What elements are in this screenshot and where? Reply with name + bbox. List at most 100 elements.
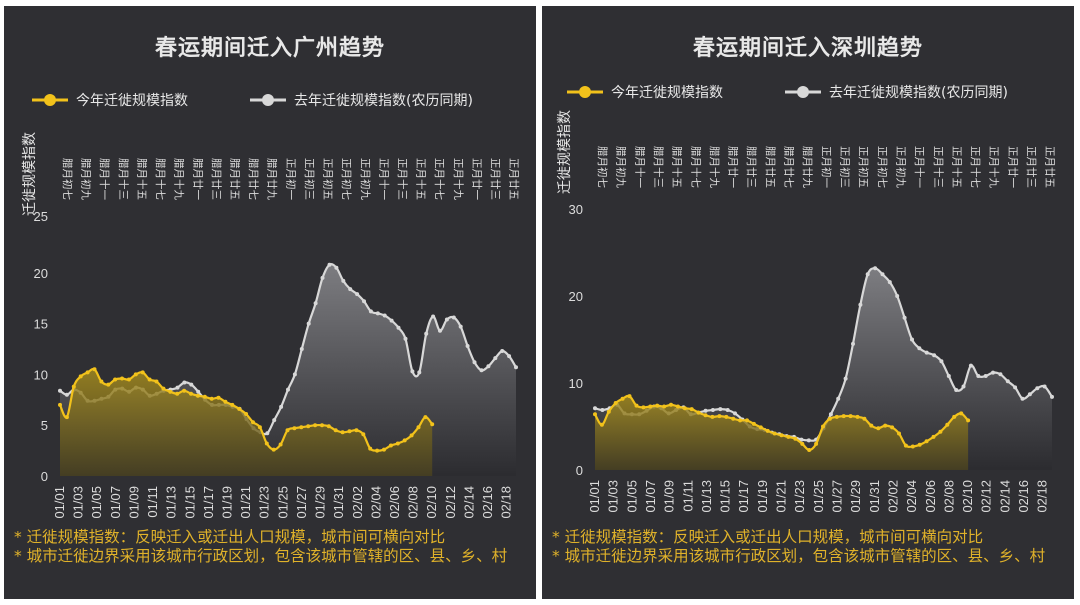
last-year-point bbox=[500, 349, 505, 353]
x-tick-label: 02/16 bbox=[480, 486, 495, 519]
last-year-point bbox=[64, 392, 69, 397]
last-year-point bbox=[843, 376, 848, 381]
last-year-point bbox=[417, 370, 422, 375]
lunar-date-label: 正月十九 bbox=[988, 146, 1001, 188]
this-year-point bbox=[92, 367, 97, 372]
x-tick-label: 02/02 bbox=[350, 486, 365, 519]
x-tick-label: 02/04 bbox=[368, 486, 383, 519]
y-tick-label: 30 bbox=[569, 202, 583, 217]
lunar-date-label: 腊月初七 bbox=[596, 146, 609, 188]
last-year-point bbox=[976, 374, 981, 378]
lunar-date-label: 正月初一 bbox=[820, 146, 833, 188]
this-year-point bbox=[326, 424, 331, 429]
x-tick-label: 01/03 bbox=[606, 480, 621, 513]
this-year-point bbox=[78, 374, 83, 379]
x-tick-label: 02/14 bbox=[462, 486, 477, 519]
this-year-point bbox=[113, 377, 118, 382]
lunar-date-label: 正月廿五 bbox=[508, 158, 520, 200]
this-year-point bbox=[133, 372, 138, 377]
this-year-point bbox=[382, 447, 386, 452]
this-year-point bbox=[738, 418, 743, 423]
legend-this-year-marker bbox=[44, 94, 56, 106]
x-tick-label: 01/17 bbox=[736, 480, 751, 513]
last-year-point bbox=[279, 404, 284, 409]
last-year-point bbox=[424, 331, 429, 336]
lunar-date-label: 正月初三 bbox=[303, 158, 316, 200]
this-year-point bbox=[869, 423, 874, 428]
this-year-point bbox=[361, 432, 366, 437]
last-year-point bbox=[1013, 385, 1018, 390]
last-year-point bbox=[836, 396, 841, 401]
y-tick-label: 20 bbox=[569, 289, 583, 304]
last-year-point bbox=[438, 328, 442, 333]
last-year-point bbox=[334, 265, 339, 270]
this-year-point bbox=[634, 403, 639, 408]
x-tick-label: 01/11 bbox=[145, 486, 160, 518]
last-year-point bbox=[410, 369, 415, 374]
lunar-date-label: 腊月初七 bbox=[61, 158, 74, 200]
this-year-point bbox=[58, 402, 62, 407]
x-tick-label: 02/08 bbox=[406, 486, 421, 519]
this-year-point bbox=[71, 384, 76, 389]
this-year-point bbox=[689, 407, 694, 412]
this-year-point bbox=[85, 370, 90, 375]
footnote-line-2: * 城市迁徙边界采用该城市行政区划，包含该城市管辖的区、县、乡、村 bbox=[552, 547, 1046, 565]
last-year-point bbox=[182, 380, 187, 385]
lunar-date-label: 腊月廿九 bbox=[801, 146, 813, 188]
x-tick-label: 01/05 bbox=[624, 480, 639, 513]
x-tick-label: 02/06 bbox=[387, 486, 402, 519]
x-tick-label: 01/19 bbox=[755, 480, 770, 513]
x-tick-label: 01/31 bbox=[331, 486, 346, 519]
last-year-point bbox=[917, 346, 922, 351]
last-year-point bbox=[895, 294, 900, 298]
last-year-point bbox=[292, 372, 297, 377]
this-year-point bbox=[209, 396, 214, 401]
y-tick-label: 0 bbox=[576, 463, 583, 478]
last-year-point bbox=[946, 374, 951, 378]
x-tick-label: 02/04 bbox=[904, 480, 919, 513]
this-year-point bbox=[821, 424, 825, 429]
lunar-date-label: 正月十三 bbox=[932, 146, 945, 188]
lunar-date-label: 正月初七 bbox=[340, 158, 353, 200]
last-year-point bbox=[858, 302, 863, 307]
last-year-point bbox=[355, 292, 360, 297]
last-year-point bbox=[733, 411, 737, 416]
this-year-point bbox=[917, 442, 922, 447]
last-year-point bbox=[887, 280, 892, 285]
this-year-point bbox=[910, 444, 915, 449]
this-year-point bbox=[278, 442, 283, 447]
legend-this-year-label: 今年迁徙规模指数 bbox=[611, 85, 723, 101]
legend-this-year-label: 今年迁徙规模指数 bbox=[76, 93, 188, 109]
last-year-point bbox=[451, 315, 456, 320]
this-year-point bbox=[675, 404, 680, 409]
this-year-point bbox=[779, 433, 784, 438]
last-year-point bbox=[851, 341, 855, 346]
this-year-point bbox=[959, 411, 964, 416]
this-year-point bbox=[168, 389, 173, 394]
this-year-point bbox=[423, 415, 428, 420]
this-year-point bbox=[285, 428, 290, 433]
lunar-date-label: 正月十五 bbox=[950, 146, 963, 188]
lunar-date-label: 正月十一 bbox=[377, 158, 390, 200]
last-year-point bbox=[828, 412, 833, 417]
lunar-date-label: 腊月十三 bbox=[652, 146, 665, 188]
x-tick-label: 02/02 bbox=[885, 480, 900, 513]
x-tick-label: 01/15 bbox=[182, 486, 197, 519]
this-year-point bbox=[140, 370, 145, 375]
last-year-point bbox=[389, 318, 394, 323]
this-year-point bbox=[182, 388, 187, 393]
last-year-point bbox=[902, 315, 907, 320]
last-year-point bbox=[348, 287, 353, 292]
this-year-point bbox=[237, 406, 242, 411]
last-year-point bbox=[593, 406, 597, 411]
lunar-date-label: 腊月初九 bbox=[80, 158, 93, 200]
this-year-point bbox=[862, 416, 867, 421]
last-year-point bbox=[873, 266, 878, 271]
last-year-point bbox=[924, 350, 929, 355]
lunar-date-label: 腊月十一 bbox=[98, 158, 111, 200]
this-year-point bbox=[717, 414, 722, 419]
last-year-point bbox=[196, 389, 201, 394]
last-year-point bbox=[175, 385, 180, 390]
this-year-point bbox=[648, 404, 653, 409]
this-year-area bbox=[60, 368, 433, 476]
